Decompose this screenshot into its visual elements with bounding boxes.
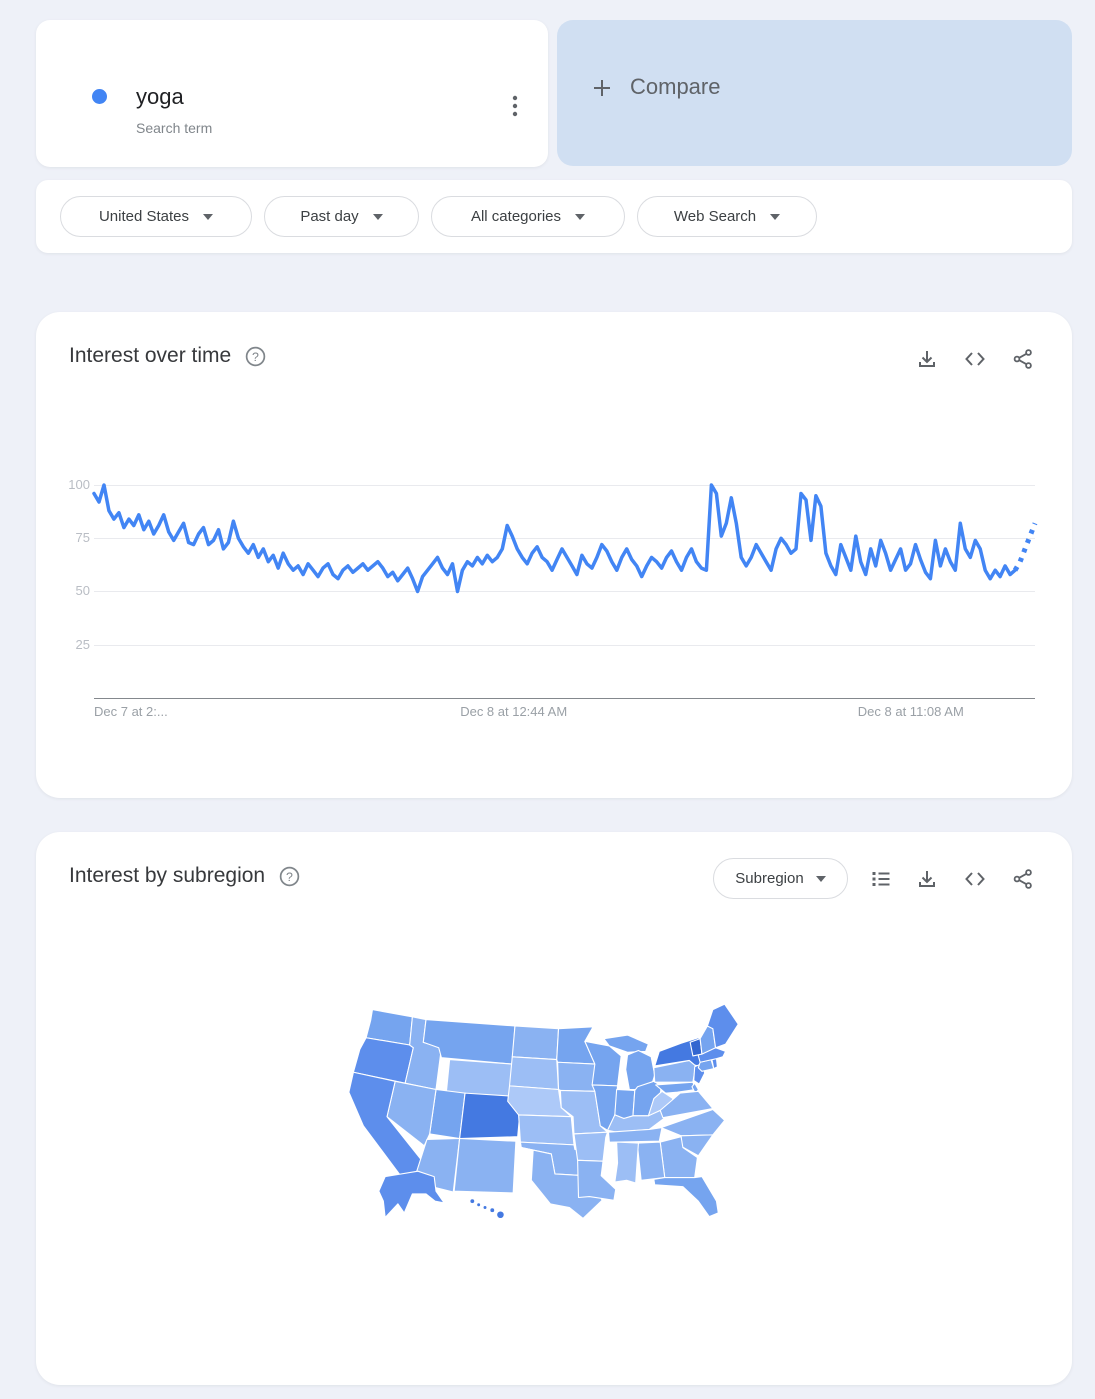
add-compare-card[interactable]: Compare — [557, 20, 1072, 166]
list-view-button[interactable] — [870, 868, 892, 890]
download-icon — [919, 871, 935, 887]
chevron-down-icon — [372, 213, 383, 220]
map-state-MS[interactable] — [614, 1141, 639, 1184]
gridline — [94, 591, 1035, 592]
share-icon — [1013, 349, 1032, 369]
map-state-KS[interactable] — [518, 1114, 575, 1146]
subregion-dropdown-label: Subregion — [735, 870, 804, 887]
svg-text:?: ? — [286, 869, 293, 883]
map-state-SD[interactable] — [508, 1056, 560, 1091]
trend-line-forecast-dashed — [1012, 522, 1038, 572]
interest-over-time-card: Interest over time ? 100 — [36, 312, 1072, 798]
map-state-HI[interactable] — [489, 1207, 495, 1213]
chevron-down-icon — [575, 213, 586, 220]
trend-line — [92, 483, 1017, 594]
search-type-filter-label: Web Search — [673, 208, 757, 225]
map-state-AR[interactable] — [573, 1131, 609, 1162]
map-state-HI[interactable] — [476, 1202, 481, 1207]
chevron-down-icon — [815, 875, 826, 882]
y-tick-25: 25 — [75, 637, 90, 652]
x-axis-line — [94, 698, 1035, 699]
map-state-TX[interactable] — [520, 1147, 603, 1219]
term-options-kebab-menu-button[interactable] — [504, 94, 526, 118]
map-state-HI[interactable] — [496, 1210, 505, 1219]
embed-code-icon — [965, 872, 985, 886]
map-state-MD[interactable] — [655, 1081, 697, 1094]
map-state-ME[interactable] — [706, 1003, 739, 1049]
geo-filter-dropdown[interactable]: United States — [60, 196, 252, 237]
download-icon — [919, 351, 935, 367]
time-filter-dropdown[interactable]: Past day — [264, 196, 419, 237]
download-button[interactable] — [916, 868, 938, 890]
gridline — [94, 538, 1035, 539]
help-icon[interactable]: ? — [279, 866, 300, 887]
list-view-icon — [872, 872, 890, 886]
x-tick-2: Dec 8 at 11:08 AM — [857, 704, 964, 719]
chevron-down-icon — [203, 213, 214, 220]
interest-over-time-title: Interest over time — [69, 344, 232, 367]
filter-bar: United States Past day All categories We… — [36, 180, 1072, 253]
time-filter-label: Past day — [300, 208, 359, 225]
x-tick-1: Dec 8 at 12:44 AM — [460, 704, 568, 719]
series-color-dot-icon — [92, 89, 107, 104]
gridline — [94, 645, 1035, 646]
trend-line-chart — [92, 483, 1038, 594]
map-state-NC[interactable] — [660, 1108, 726, 1137]
map-state-LA[interactable] — [577, 1159, 617, 1201]
y-tick-75: 75 — [75, 530, 90, 545]
interest-by-subregion-card: Interest by subregion ? Subregion — [36, 832, 1072, 1385]
map-state-MI[interactable] — [603, 1034, 649, 1053]
subregion-dropdown[interactable]: Subregion — [713, 858, 848, 899]
map-state-HI[interactable] — [482, 1205, 488, 1210]
chevron-down-icon — [770, 213, 781, 220]
map-state-AK[interactable] — [378, 1170, 445, 1219]
embed-button[interactable] — [964, 868, 986, 890]
map-state-FL[interactable] — [653, 1176, 719, 1218]
embed-button[interactable] — [964, 348, 986, 370]
plus-icon — [594, 80, 610, 96]
share-button[interactable] — [1012, 868, 1034, 890]
help-icon[interactable]: ? — [245, 346, 266, 367]
download-button[interactable] — [916, 348, 938, 370]
search-term-card[interactable]: yoga Search term — [36, 20, 548, 167]
map-state-NM[interactable] — [453, 1137, 517, 1194]
search-term-type-label: Search term — [136, 120, 213, 136]
map-state-ND[interactable] — [511, 1025, 560, 1061]
compare-label: Compare — [630, 74, 721, 99]
embed-code-icon — [965, 352, 985, 366]
gridline — [94, 485, 1035, 486]
map-state-TN[interactable] — [607, 1127, 663, 1143]
share-button[interactable] — [1012, 348, 1034, 370]
y-tick-50: 50 — [75, 583, 90, 598]
map-state-CO[interactable] — [459, 1092, 522, 1140]
search-type-filter-dropdown[interactable]: Web Search — [637, 196, 817, 237]
map-state-HI[interactable] — [469, 1198, 475, 1204]
category-filter-dropdown[interactable]: All categories — [431, 196, 625, 237]
search-term-text: yoga — [136, 84, 184, 109]
x-tick-0: Dec 7 at 2:... — [94, 704, 168, 719]
map-state-VA[interactable] — [659, 1090, 714, 1119]
svg-text:?: ? — [252, 349, 259, 363]
y-tick-100: 100 — [68, 477, 90, 492]
us-choropleth-map[interactable] — [336, 996, 772, 1232]
map-state-AL[interactable] — [636, 1141, 666, 1181]
geo-filter-label: United States — [98, 208, 190, 225]
map-state-IN[interactable] — [614, 1088, 636, 1120]
category-filter-label: All categories — [470, 208, 562, 225]
share-icon — [1013, 869, 1032, 889]
kebab-icon — [512, 95, 518, 117]
interest-by-subregion-title: Interest by subregion — [69, 864, 266, 887]
